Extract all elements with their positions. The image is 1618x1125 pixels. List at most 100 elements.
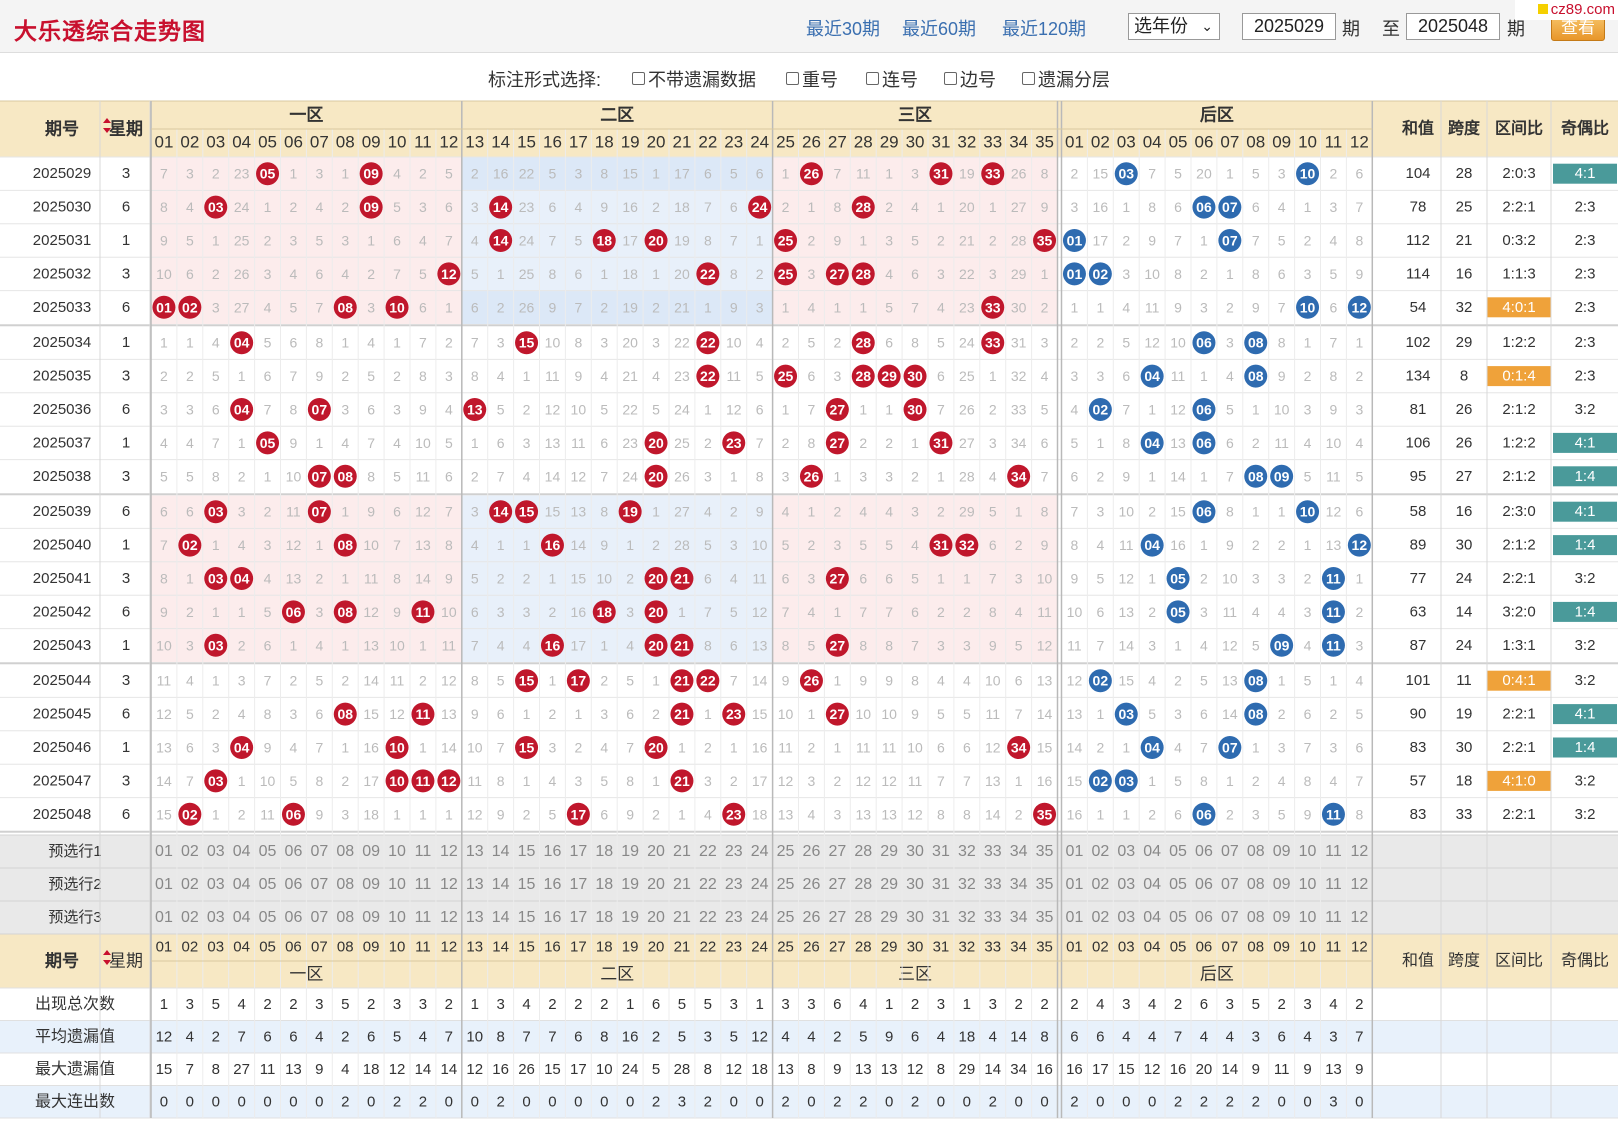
preselect-cell[interactable]: 13 [466,909,484,926]
preselect-cell[interactable]: 17 [569,876,587,893]
checkbox-icon[interactable] [632,72,645,85]
preselect-cell[interactable]: 29 [880,876,898,893]
preselect-cell[interactable]: 04 [233,909,251,926]
preselect-cell[interactable]: 20 [647,909,665,926]
preselect-cell[interactable]: 05 [1169,876,1187,893]
preselect-cell[interactable]: 12 [1350,876,1368,893]
year-select[interactable]: 选年份 ⌄ [1128,13,1220,40]
last-30-link[interactable]: 最近30期 [806,19,881,39]
opt-edge[interactable]: 边号 [944,66,996,92]
preselect-cell[interactable]: 07 [310,909,328,926]
preselect-cell[interactable]: 06 [285,909,303,926]
preselect-cell[interactable]: 08 [1247,843,1265,860]
preselect-cell[interactable]: 17 [569,909,587,926]
preselect-cell[interactable]: 18 [595,876,613,893]
preselect-cell[interactable]: 01 [1066,909,1084,926]
preselect-cell[interactable]: 08 [336,843,354,860]
opt-repeat[interactable]: 重号 [786,66,838,92]
preselect-cell[interactable]: 11 [415,843,432,860]
sort-icon[interactable] [103,118,111,133]
preselect-cell[interactable]: 03 [207,843,225,860]
preselect-cell[interactable]: 35 [1036,843,1054,860]
preselect-cell[interactable]: 09 [362,843,380,860]
preselect-cell[interactable]: 04 [1143,909,1161,926]
preselect-cell[interactable]: 08 [1247,909,1265,926]
preselect-cell[interactable]: 26 [803,876,821,893]
preselect-cell[interactable]: 27 [828,876,846,893]
preselect-cell[interactable]: 21 [673,843,691,860]
preselect-cell[interactable]: 07 [310,876,328,893]
preselect-cell[interactable]: 15 [518,876,536,893]
preselect-cell[interactable]: 10 [388,909,406,926]
checkbox-icon[interactable] [786,72,799,85]
preselect-cell[interactable]: 27 [828,843,846,860]
preselect-cell[interactable]: 16 [544,876,562,893]
preselect-cell[interactable]: 02 [1091,909,1109,926]
preselect-cell[interactable]: 26 [803,843,821,860]
preselect-cell[interactable]: 10 [1299,843,1317,860]
preselect-cell[interactable]: 34 [1010,909,1028,926]
checkbox-icon[interactable] [866,72,879,85]
sort-icon[interactable] [103,950,111,965]
preselect-cell[interactable]: 07 [1221,909,1239,926]
preselect-cell[interactable]: 08 [336,876,354,893]
last-60-link[interactable]: 最近60期 [902,19,977,39]
preselect-cell[interactable]: 31 [932,876,950,893]
preselect-cell[interactable]: 07 [1221,843,1239,860]
preselect-cell[interactable]: 15 [518,843,536,860]
preselect-cell[interactable]: 06 [1195,876,1213,893]
preselect-cell[interactable]: 05 [259,876,277,893]
preselect-cell[interactable]: 29 [880,909,898,926]
preselect-cell[interactable]: 17 [569,843,587,860]
preselect-cell[interactable]: 04 [1143,876,1161,893]
preselect-cell[interactable]: 12 [1350,843,1368,860]
preselect-cell[interactable]: 09 [362,909,380,926]
preselect-cell[interactable]: 08 [1247,876,1265,893]
preselect-cell[interactable]: 16 [544,843,562,860]
opt-consecutive[interactable]: 连号 [866,66,918,92]
preselect-cell[interactable]: 01 [1066,843,1084,860]
preselect-cell[interactable]: 19 [621,909,639,926]
preselect-cell[interactable]: 23 [725,876,743,893]
opt-no-omission[interactable]: 不带遗漏数据 [632,66,756,92]
preselect-cell[interactable]: 03 [1117,843,1135,860]
preselect-cell[interactable]: 33 [984,909,1002,926]
preselect-cell[interactable]: 09 [1273,909,1291,926]
preselect-cell[interactable]: 05 [1169,909,1187,926]
preselect-cell[interactable]: 35 [1036,876,1054,893]
preselect-cell[interactable]: 02 [1091,876,1109,893]
preselect-cell[interactable]: 14 [492,876,510,893]
preselect-cell[interactable]: 12 [1350,909,1368,926]
preselect-cell[interactable]: 06 [285,876,303,893]
preselect-cell[interactable]: 12 [440,876,458,893]
preselect-cell[interactable]: 25 [777,876,795,893]
preselect-cell[interactable]: 09 [362,876,380,893]
preselect-cell[interactable]: 10 [388,876,406,893]
preselect-cell[interactable]: 09 [1273,876,1291,893]
preselect-cell[interactable]: 04 [233,876,251,893]
last-120-link[interactable]: 最近120期 [1002,19,1087,39]
preselect-cell[interactable]: 05 [1169,843,1187,860]
preselect-cell[interactable]: 10 [1299,909,1317,926]
preselect-cell[interactable]: 03 [207,909,225,926]
preselect-cell[interactable]: 13 [466,843,484,860]
preselect-cell[interactable]: 32 [958,843,976,860]
preselect-cell[interactable]: 12 [440,909,458,926]
preselect-cell[interactable]: 06 [1195,909,1213,926]
preselect-cell[interactable]: 24 [751,909,769,926]
preselect-cell[interactable]: 28 [854,843,872,860]
opt-layering[interactable]: 遗漏分层 [1022,66,1110,92]
preselect-cell[interactable]: 22 [699,876,717,893]
preselect-cell[interactable]: 15 [518,909,536,926]
col-issue-header[interactable]: 期号 [45,120,79,139]
preselect-cell[interactable]: 20 [647,876,665,893]
preselect-cell[interactable]: 09 [1273,843,1291,860]
preselect-cell[interactable]: 23 [725,843,743,860]
preselect-cell[interactable]: 16 [544,909,562,926]
preselect-cell[interactable]: 08 [336,909,354,926]
preselect-cell[interactable]: 32 [958,909,976,926]
preselect-cell[interactable]: 25 [777,909,795,926]
preselect-cell[interactable]: 03 [207,876,225,893]
preselect-cell[interactable]: 22 [699,843,717,860]
preselect-cell[interactable]: 03 [1117,909,1135,926]
